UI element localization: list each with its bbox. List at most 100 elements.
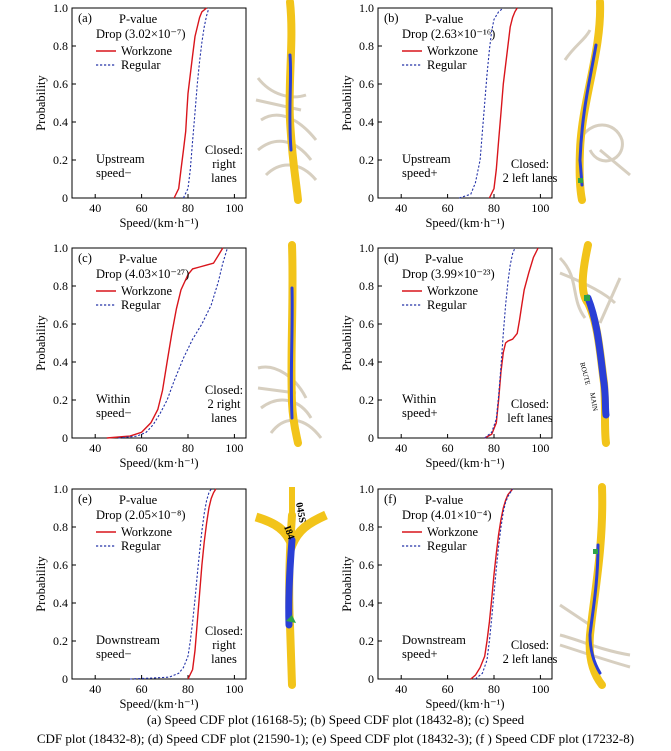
region-annotation: Upstream <box>96 152 145 166</box>
closure-annotation: Closed: <box>511 157 549 171</box>
map-ramp <box>598 277 622 324</box>
drop-label: Drop (4.01×10⁻⁴) <box>402 508 492 522</box>
x-tick-label: 40 <box>89 682 101 696</box>
x-tick-label: 80 <box>488 682 500 696</box>
panel-b: 0 0.2 0.4 0.6 0.8 1.0 40 60 80 100 Speed/(km·h⁻¹) P… <box>340 1 558 230</box>
y-tick-label: 0 <box>62 431 68 445</box>
map-ramp <box>559 643 631 669</box>
map-ramp <box>257 365 308 399</box>
region-annotation: Within <box>402 392 437 406</box>
y-tick-label: 0 <box>62 672 68 686</box>
closure-annotation: right <box>212 157 236 171</box>
y-tick-label: 1.0 <box>53 1 68 15</box>
x-axis-label: Speed/(km·h⁻¹) <box>119 697 198 711</box>
x-axis-label: Speed/(km·h⁻¹) <box>119 456 198 470</box>
drop-label: Drop (3.02×10⁻⁷) <box>96 27 186 41</box>
map-ramp <box>256 77 307 99</box>
x-tick-label: 100 <box>531 682 549 696</box>
map-road-label: MAIN <box>588 392 599 412</box>
legend-regular-label: Regular <box>427 58 467 72</box>
region-annotation: speed− <box>96 166 132 180</box>
panel-label: (b) <box>384 11 399 25</box>
x-tick-label: 80 <box>182 682 194 696</box>
plot-frame <box>71 7 247 199</box>
p-value-label: P-value <box>425 12 464 26</box>
x-tick-label: 80 <box>488 201 500 215</box>
series-regular <box>484 247 516 439</box>
y-tick-label: 0.6 <box>359 317 374 331</box>
map-study-segment <box>588 543 602 675</box>
closure-annotation: Closed: <box>511 397 549 411</box>
x-tick-label: 80 <box>488 441 500 455</box>
x-tick-label: 60 <box>442 682 454 696</box>
map-ramp <box>558 256 587 319</box>
legend-regular-label: Regular <box>427 539 467 553</box>
y-tick-label: 0 <box>368 191 374 205</box>
legend-workzone-label: Workzone <box>121 284 173 298</box>
y-tick-label: 1.0 <box>359 482 374 496</box>
region-annotation: speed+ <box>402 166 438 180</box>
region-annotation: speed− <box>96 406 132 420</box>
map-ramp <box>578 123 624 163</box>
legend-workzone-label: Workzone <box>427 525 479 539</box>
x-tick-label: 40 <box>89 201 101 215</box>
y-tick-label: 0.8 <box>53 279 68 293</box>
y-tick-label: 0.8 <box>53 520 68 534</box>
region-annotation: Within <box>96 392 131 406</box>
map-marker <box>593 549 598 554</box>
closure-annotation: Closed: <box>205 383 243 397</box>
series-workzone <box>470 488 514 680</box>
drop-label: Drop (2.05×10⁻⁸) <box>96 508 186 522</box>
legend-workzone-label: Workzone <box>427 284 479 298</box>
y-tick-label: 0 <box>368 431 374 445</box>
panel-a: 0 0.2 0.4 0.6 0.8 1.0 40 60 80 100 Speed/(km·h⁻¹) P… <box>34 1 247 230</box>
plot-frame <box>71 247 247 439</box>
closure-annotation: Closed: <box>511 638 549 652</box>
legend-workzone-label: Workzone <box>121 525 173 539</box>
closure-annotation: lanes <box>211 411 237 425</box>
drop-label: Drop (3.99×10⁻²³) <box>402 267 495 281</box>
map-road-label: 045S <box>293 502 307 525</box>
map-ramp <box>559 271 617 305</box>
y-tick-label: 0.2 <box>53 634 68 648</box>
panel-label: (f) <box>384 492 397 506</box>
series-workzone <box>106 247 224 439</box>
series-workzone <box>187 488 217 680</box>
y-tick-label: 0.4 <box>53 596 68 610</box>
panel-c: 0 0.2 0.4 0.6 0.8 1.0 40 60 80 100 Speed/(km·h⁻¹) P… <box>34 241 247 470</box>
panel-label: (a) <box>78 11 92 25</box>
map-road-label: I84 <box>281 524 296 541</box>
y-tick-label: 0.4 <box>53 115 68 129</box>
y-tick-label: 0.2 <box>359 393 374 407</box>
series-workzone <box>173 7 208 199</box>
x-tick-label: 60 <box>442 201 454 215</box>
panel-d: 0 0.2 0.4 0.6 0.8 1.0 40 60 80 100 Speed/(km·h⁻¹) P… <box>340 241 553 470</box>
caption-line-2: CDF plot (18432-8); (d) Speed CDF plot (… <box>36 731 635 746</box>
y-axis-label: Probability <box>340 74 354 130</box>
closure-annotation: left lanes <box>507 411 553 425</box>
x-axis-label: Speed/(km·h⁻¹) <box>119 216 198 230</box>
panel-label: (d) <box>384 251 399 265</box>
x-tick-label: 80 <box>182 201 194 215</box>
p-value-label: P-value <box>119 12 158 26</box>
p-value-label: P-value <box>119 252 158 266</box>
map-thumbnail-a <box>255 0 326 204</box>
p-value-label: P-value <box>119 493 158 507</box>
series-workzone <box>484 247 539 439</box>
region-annotation: speed− <box>96 647 132 661</box>
y-tick-label: 0.4 <box>53 355 68 369</box>
legend-regular-label: Regular <box>121 298 161 312</box>
y-tick-label: 0.8 <box>359 39 374 53</box>
x-tick-label: 60 <box>136 441 148 455</box>
drop-label: Drop (2.63×10⁻¹⁶) <box>402 27 495 41</box>
y-tick-label: 0.6 <box>359 77 374 91</box>
panel-f: 0 0.2 0.4 0.6 0.8 1.0 40 60 80 100 Speed/(km·h⁻¹) P… <box>340 482 558 711</box>
region-annotation: Upstream <box>402 152 451 166</box>
closure-annotation: Closed: <box>205 624 243 638</box>
map-thumbnail-f <box>559 483 632 689</box>
plot-frame <box>377 488 553 680</box>
x-tick-label: 40 <box>395 201 407 215</box>
y-tick-label: 0 <box>62 191 68 205</box>
